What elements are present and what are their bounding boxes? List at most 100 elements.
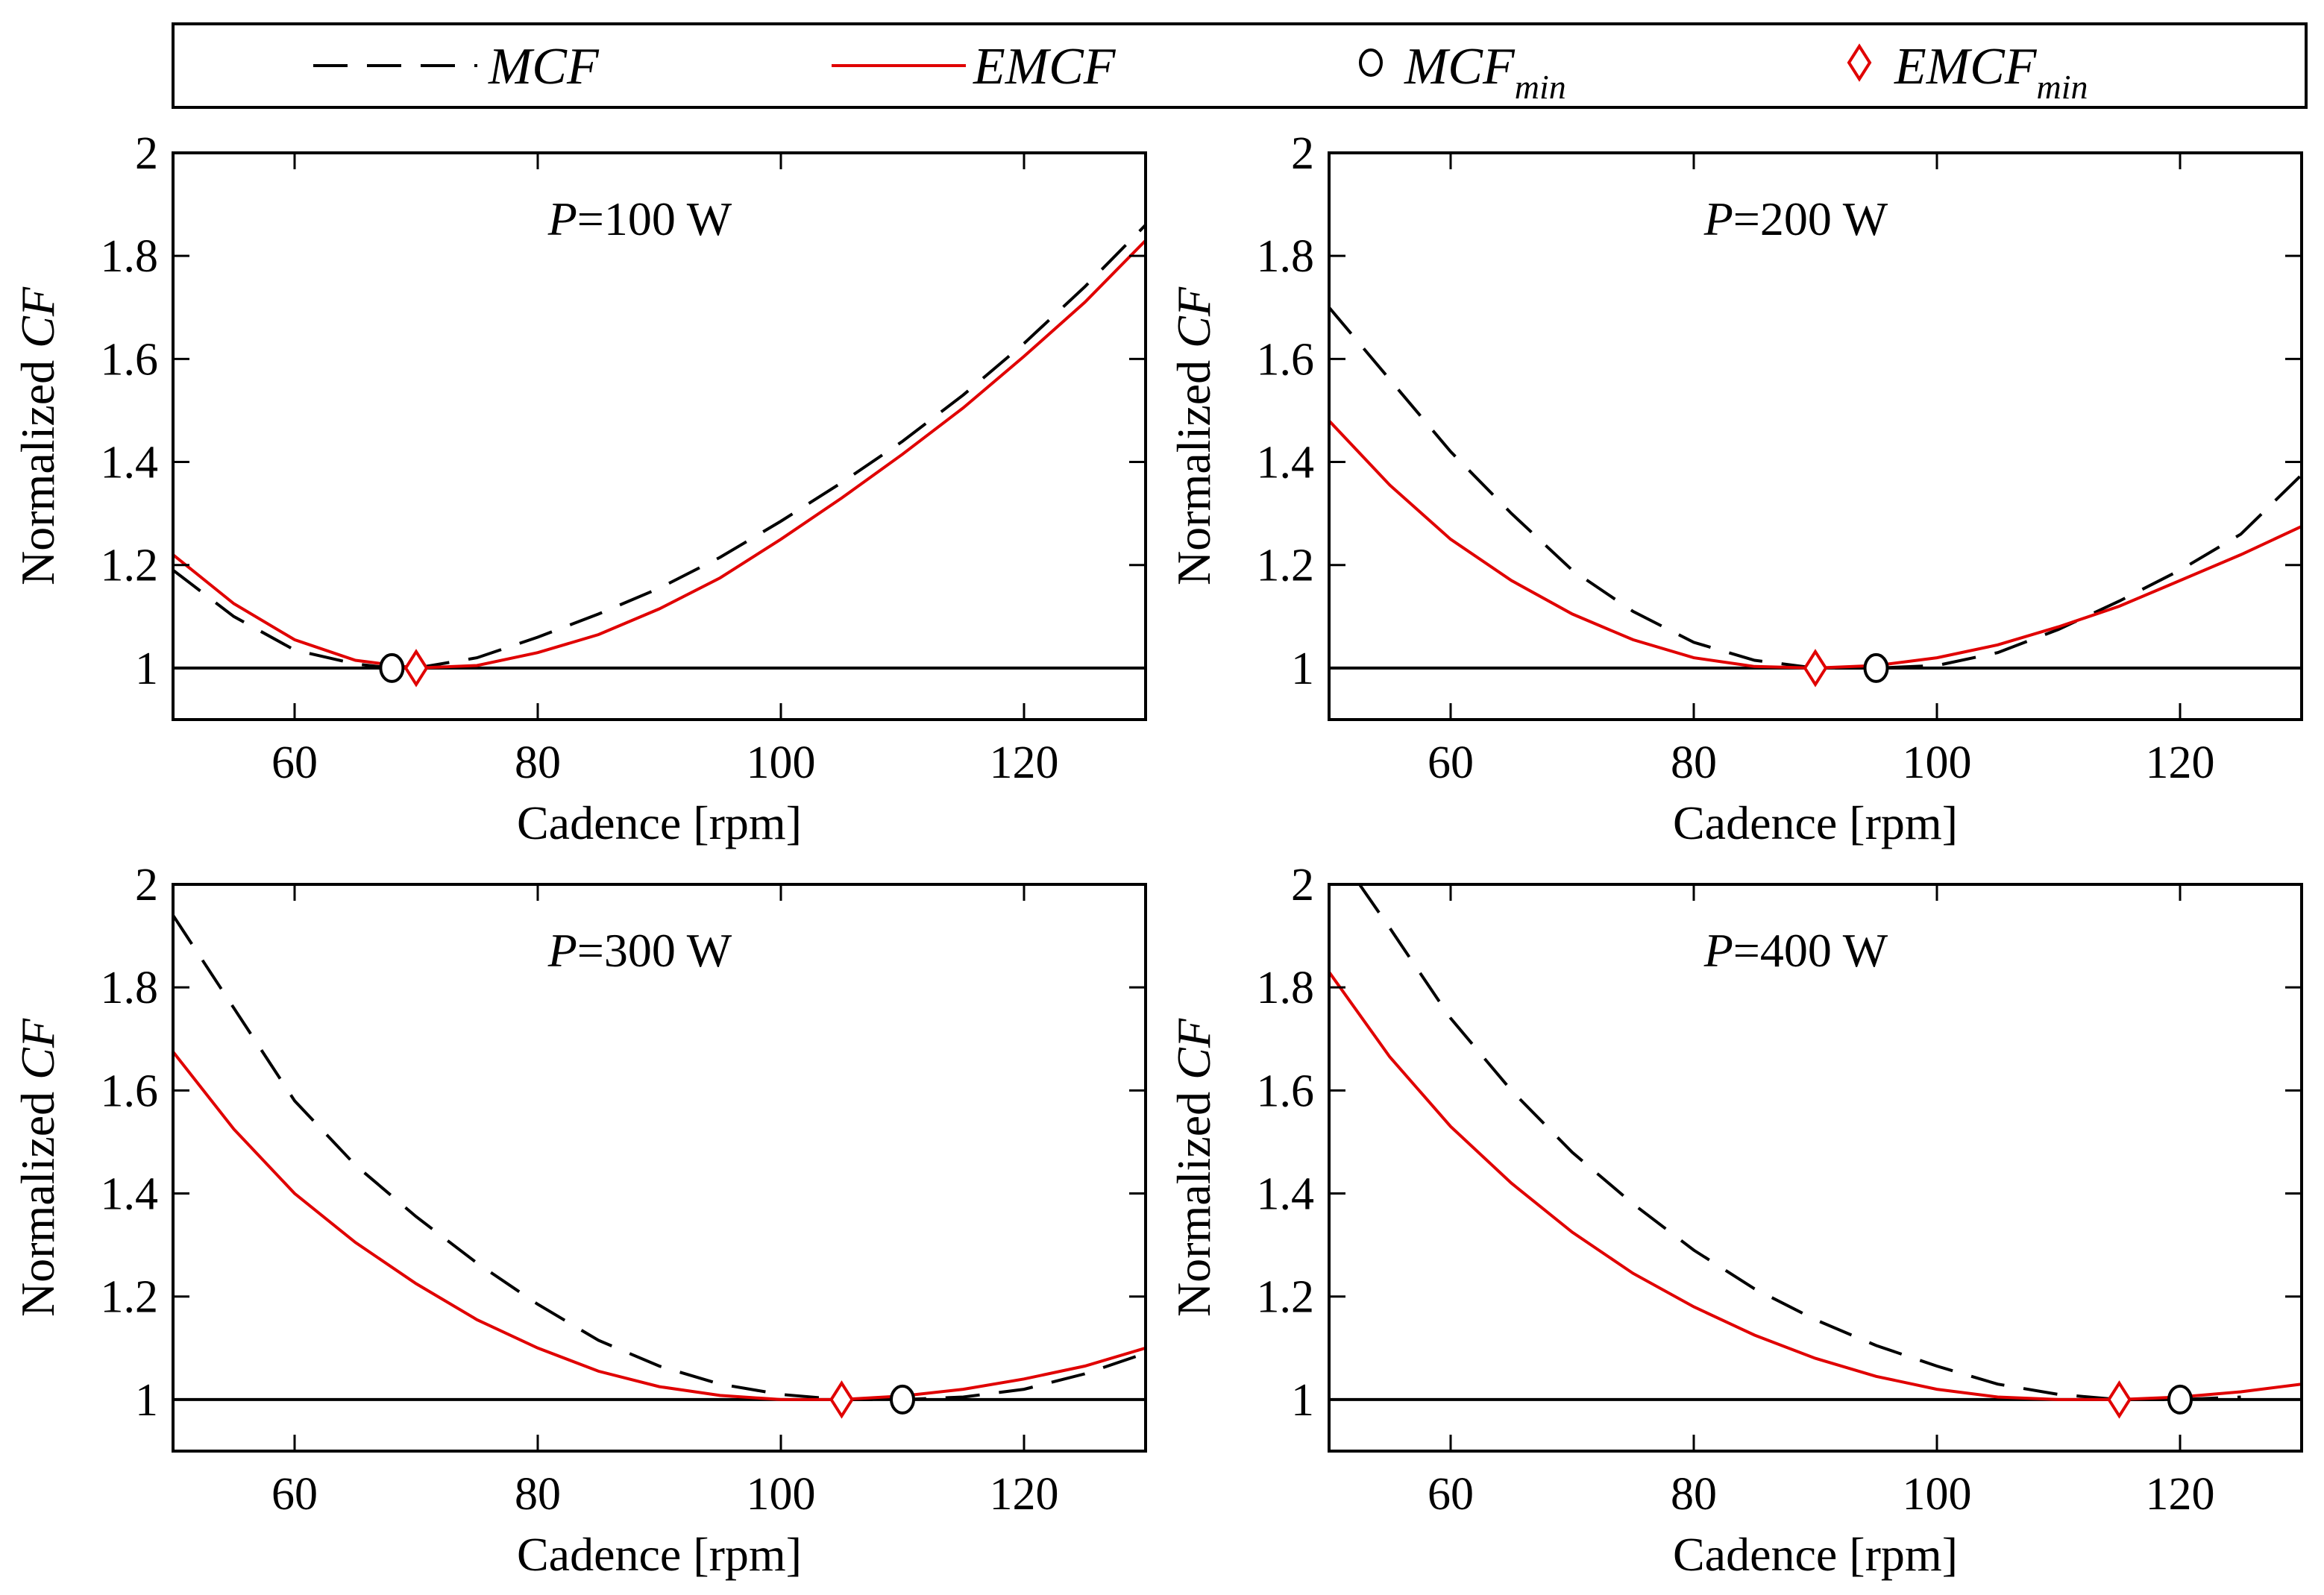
y-tick-label: 1.8 [1257, 963, 1315, 1013]
y-axis-label-symbol: CF [1167, 1018, 1220, 1080]
plot-area [173, 914, 1146, 1401]
panel-title-symbol: P [547, 924, 577, 977]
x-axis-label: Cadence [rpm] [517, 796, 802, 849]
y-axis-label-text: Normalized [11, 1080, 64, 1317]
x-tick-label: 80 [515, 737, 561, 788]
x-tick-label: 120 [2146, 1469, 2215, 1520]
x-tick-label: 120 [990, 1469, 1059, 1520]
x-tick-label: 100 [747, 1469, 816, 1520]
x-tick-label: 120 [990, 737, 1059, 788]
legend-item-mcf-min: MCFmin [1359, 38, 1566, 106]
y-tick-label: 1 [135, 1375, 158, 1426]
legend-box [172, 22, 2308, 109]
marker-emcf-min [829, 1380, 854, 1419]
panel-title: P=100 W [547, 192, 732, 245]
marker-emcf-min [2107, 1380, 2132, 1419]
series-line-emcf [173, 1051, 1146, 1401]
series-line-emcf [173, 239, 1146, 670]
series-line-mcf [173, 224, 1146, 670]
y-tick-label: 1.2 [101, 541, 159, 591]
panel-title-value: =100 W [577, 192, 732, 245]
series-line-mcf [1358, 884, 2241, 1401]
panel-title-symbol: P [1703, 192, 1733, 245]
y-tick-label: 1 [1291, 1375, 1314, 1426]
x-axis-label: Cadence [rpm] [517, 1528, 802, 1581]
y-tick-label: 1.2 [101, 1272, 159, 1323]
chart-panel-1: 60 80 100 120 1 1.2 1.4 1.6 1.8 2 P=100 W Cadence [… [11, 128, 1147, 849]
y-tick-label: 1.6 [1257, 334, 1315, 385]
marker-mcf-min [1863, 652, 1889, 683]
x-tick-label: 60 [271, 737, 318, 788]
panel-title-symbol: P [1703, 924, 1733, 977]
plot-area [1329, 884, 2302, 1401]
x-tick-label: 80 [1671, 1469, 1717, 1520]
y-axis-label: Normalized CF [1167, 286, 1220, 585]
series-line-mcf [173, 914, 1146, 1401]
panel-title: P=200 W [1703, 192, 1888, 245]
y-axis-label: Normalized CF [11, 1018, 64, 1317]
plot-area [173, 224, 1146, 670]
panel-title-symbol: P [547, 192, 577, 245]
y-tick-label: 1.2 [1257, 1272, 1315, 1323]
marker-mcf-min [2167, 1384, 2193, 1415]
panel-title-value: =400 W [1733, 924, 1888, 977]
y-tick-label: 1.6 [101, 1066, 159, 1116]
y-tick-label: 1.6 [1257, 1066, 1315, 1116]
legend-label-sub: min [2037, 68, 2088, 106]
panel-title: P=300 W [547, 924, 732, 977]
y-tick-label: 1.4 [101, 1169, 159, 1220]
y-axis-label-symbol: CF [1167, 286, 1220, 348]
plot-area [1329, 306, 2302, 670]
x-tick-label: 100 [747, 737, 816, 788]
y-axis-label-text: Normalized [1167, 348, 1220, 585]
y-tick-label: 1.4 [1257, 1169, 1315, 1220]
legend-label-sub: min [1515, 68, 1566, 106]
y-tick-label: 1.2 [1257, 541, 1315, 591]
x-tick-label: 80 [515, 1469, 561, 1520]
y-tick-label: 1 [1291, 644, 1314, 694]
x-axis-label: Cadence [rpm] [1673, 1528, 1958, 1581]
panel-title-value: =300 W [577, 924, 732, 977]
legend: MCF EMCF MCFmin EMCFmin [172, 22, 2308, 109]
legend-item-mcf: MCF [313, 38, 600, 95]
panel-title-value: =200 W [1733, 192, 1888, 245]
legend-label: MCF [488, 38, 600, 95]
marker-emcf-min [403, 649, 429, 688]
y-tick-label: 2 [1291, 128, 1314, 179]
series-line-mcf [1329, 306, 2302, 670]
y-axis-label-symbol: CF [11, 1018, 64, 1080]
marker-mcf-min [890, 1384, 915, 1415]
legend-label: MCFmin [1404, 38, 1566, 106]
legend-label-main: MCF [488, 38, 600, 95]
legend-item-emcf: EMCF [832, 38, 1117, 95]
legend-item-emcf-min: EMCFmin [1847, 38, 2088, 106]
legend-label-main: EMCF [973, 38, 1117, 95]
axes-box [172, 883, 1147, 1453]
x-axis-label: Cadence [rpm] [1673, 796, 1958, 849]
chart-panel-4: 60 80 100 120 1 1.2 1.4 1.6 1.8 2 P=400 W Cadence [… [1167, 860, 2303, 1581]
series-line-emcf [1329, 971, 2302, 1401]
legend-label-main: MCF [1404, 38, 1516, 95]
marker-emcf-min [1803, 649, 1828, 688]
y-axis-label-symbol: CF [11, 286, 64, 348]
y-tick-label: 1.6 [101, 334, 159, 385]
chart-panel-3: 60 80 100 120 1 1.2 1.4 1.6 1.8 2 P=300 W Cadence [… [11, 860, 1147, 1581]
y-tick-label: 1 [135, 644, 158, 694]
y-tick-label: 2 [135, 128, 158, 179]
legend-label-main: EMCF [1894, 38, 2038, 95]
y-tick-label: 2 [135, 860, 158, 910]
y-axis-label: Normalized CF [11, 286, 64, 585]
series-line-emcf [1329, 419, 2302, 670]
x-tick-label: 60 [271, 1469, 318, 1520]
axes-box [1328, 883, 2303, 1453]
x-tick-label: 60 [1428, 1469, 1474, 1520]
axes-box [172, 151, 1147, 721]
y-tick-label: 1.8 [1257, 231, 1315, 282]
y-axis-label: Normalized CF [1167, 1018, 1220, 1317]
legend-swatch-mcf-min [1359, 48, 1383, 77]
y-tick-label: 1.8 [101, 231, 159, 282]
panel-title: P=400 W [1703, 924, 1888, 977]
legend-label: EMCFmin [1894, 38, 2088, 106]
axes-box [1328, 151, 2303, 721]
